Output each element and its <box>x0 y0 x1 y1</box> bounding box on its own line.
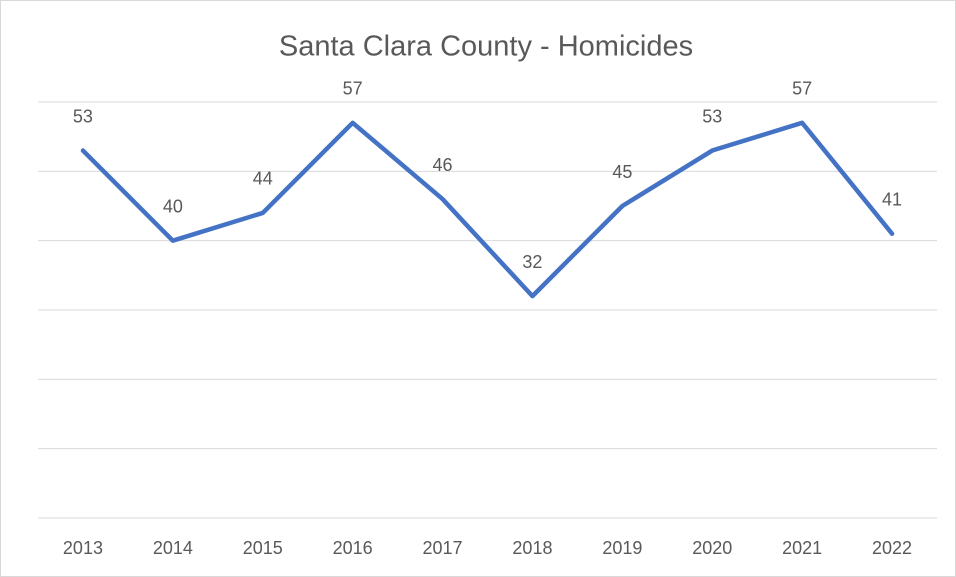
data-label: 44 <box>253 169 273 189</box>
data-label: 53 <box>702 106 722 126</box>
data-label: 45 <box>612 162 632 182</box>
x-tick-label: 2018 <box>512 538 552 558</box>
x-tick-label: 2017 <box>423 538 463 558</box>
x-tick-label: 2020 <box>692 538 732 558</box>
x-tick-label: 2022 <box>872 538 912 558</box>
data-label: 41 <box>882 189 902 209</box>
data-label: 32 <box>522 252 542 272</box>
data-label: 57 <box>343 79 363 99</box>
x-tick-label: 2016 <box>333 538 373 558</box>
x-tick-label: 2019 <box>602 538 642 558</box>
x-tick-label: 2014 <box>153 538 193 558</box>
x-tick-label: 2021 <box>782 538 822 558</box>
data-label: 40 <box>163 196 183 216</box>
data-label: 57 <box>792 79 812 99</box>
data-label: 46 <box>433 155 453 175</box>
x-tick-label: 2015 <box>243 538 283 558</box>
data-label: 53 <box>73 106 93 126</box>
x-tick-label: 2013 <box>63 538 103 558</box>
line-series <box>80 120 895 299</box>
chart-title: Santa Clara County - Homicides <box>279 31 693 63</box>
